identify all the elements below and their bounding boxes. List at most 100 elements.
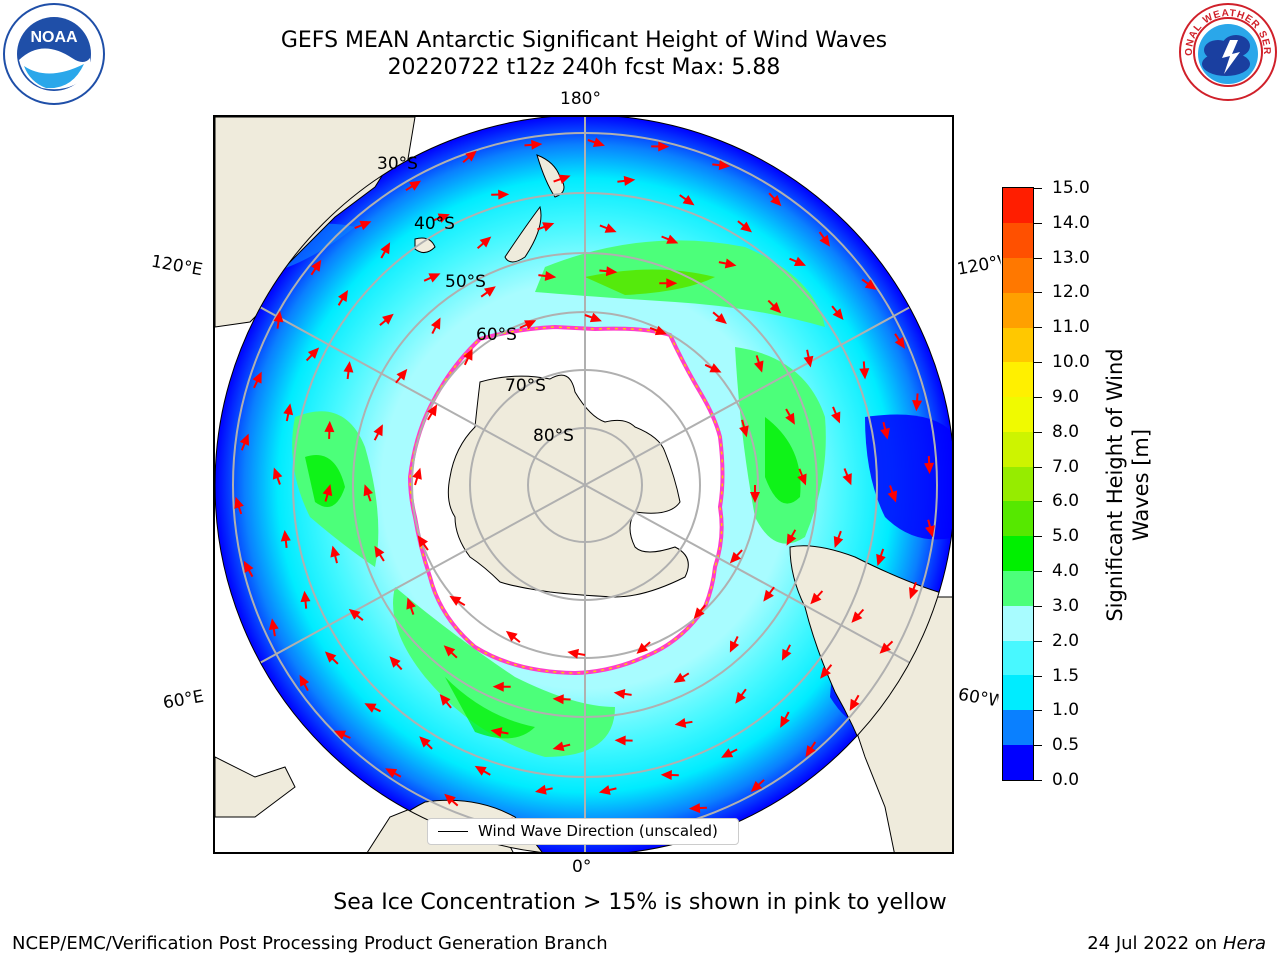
colorbar-band — [1003, 222, 1033, 259]
wave-arrow-head — [735, 691, 746, 704]
colorbar-band — [1003, 257, 1033, 293]
lon-label-top: 180° — [560, 89, 601, 109]
footer-date: 24 Jul 2022 on Hera — [1087, 933, 1266, 954]
wave-arrow-head — [492, 681, 504, 692]
wave-arrow-head — [406, 597, 416, 610]
wave-arrow-head — [851, 611, 863, 623]
wave-arrow-head — [505, 630, 518, 642]
wave-arrow-head — [389, 656, 401, 668]
lat-label-60s: 60°S — [476, 325, 517, 345]
colorbar-tick-label: 2.0 — [1052, 630, 1080, 651]
wave-arrow-head — [272, 467, 283, 480]
colorbar-band — [1003, 570, 1033, 606]
colorbar-tick-mark — [1034, 780, 1042, 781]
wave-arrow-head — [709, 363, 722, 373]
wave-arrow-head — [693, 607, 705, 619]
wave-arrow-head — [604, 223, 617, 233]
colorbar-band — [1003, 431, 1033, 467]
wave-arrow-head — [833, 536, 844, 548]
antarctica — [447, 374, 689, 598]
wave-arrow-head — [463, 348, 473, 361]
wave-arrow-head — [273, 310, 284, 323]
wave-arrow-head — [912, 400, 923, 412]
lon-label-bottom: 0° — [572, 857, 592, 877]
lat-label-80s: 80°S — [533, 426, 574, 446]
map-legend: Wind Wave Direction (unscaled) — [427, 818, 739, 845]
wave-arrow-head — [490, 727, 503, 738]
wave-arrow-head — [535, 784, 547, 795]
colorbar-tick-label: 11.0 — [1052, 317, 1090, 338]
wave-arrow-head — [252, 371, 262, 384]
wave-arrow-head — [894, 336, 905, 349]
wave-arrow-head — [718, 160, 731, 171]
wave-arrow-head — [484, 286, 496, 297]
wave-arrow-head — [343, 361, 354, 373]
wave-arrow-head — [682, 195, 695, 206]
legend-label: Wind Wave Direction (unscaled) — [478, 822, 718, 840]
wave-arrow-head — [849, 698, 860, 711]
colorbar-tick-mark — [1034, 396, 1042, 398]
nws-logo: NATIONAL WEATHER SERVICE — [1174, 0, 1278, 102]
wave-arrow-head — [419, 736, 431, 748]
wave-arrow-head — [465, 150, 477, 162]
wave-arrow-head — [444, 793, 456, 805]
colorbar-tick-label: 3.0 — [1052, 595, 1080, 616]
colorbar-tick-label: 0.0 — [1052, 770, 1080, 790]
colorbar-tick-mark — [1034, 362, 1042, 364]
wave-arrow-head — [299, 674, 310, 687]
wave-arrow-head — [380, 242, 391, 255]
wave-arrow-head — [805, 745, 816, 757]
lat-label-50s: 50°S — [445, 272, 486, 292]
wave-arrow-head — [307, 347, 320, 359]
wave-arrow-head — [239, 433, 249, 446]
colorbar — [1002, 187, 1034, 781]
colorbar-tick-label: 1.5 — [1052, 665, 1080, 686]
wave-arrow-head — [474, 765, 487, 776]
wave-arrow-head — [348, 608, 361, 620]
wave-arrow-head — [363, 484, 373, 497]
wave-arrow-head — [797, 473, 807, 486]
colorbar-band — [1003, 674, 1033, 711]
sea-ice-caption: Sea Ice Concentration > 15% is shown in … — [333, 890, 947, 915]
wave-arrow-head — [280, 530, 291, 542]
wave-arrow-head — [803, 355, 814, 368]
wave-arrow-head — [364, 703, 377, 713]
wave-arrow-head — [385, 768, 398, 778]
wave-arrow-head — [794, 256, 806, 266]
colorbar-tick-mark — [1034, 188, 1042, 189]
wave-arrow-head — [754, 360, 764, 373]
wave-arrow-head — [831, 411, 841, 424]
wave-arrow-head — [876, 553, 886, 566]
colorbar-band — [1003, 605, 1033, 641]
colorbar-band — [1003, 709, 1033, 745]
lat-label-70s: 70°S — [505, 376, 546, 396]
wave-arrow-head — [729, 640, 740, 653]
wave-arrow-head — [688, 803, 701, 814]
chart-title: GEFS MEAN Antarctic Significant Height o… — [280, 28, 888, 53]
wave-arrow-head — [786, 533, 797, 546]
wave-arrow-head — [636, 642, 649, 654]
wave-arrow-head — [666, 278, 678, 289]
colorbar-band — [1003, 396, 1033, 432]
wind-wave-arrows — [234, 137, 935, 837]
colorbar-band — [1003, 361, 1033, 398]
wave-arrow-head — [498, 189, 510, 200]
colorbar-title-line1: Significant Height of Wind — [1103, 348, 1127, 622]
colorbar-tick-mark — [1034, 292, 1042, 294]
colorbar-tick-mark — [1034, 571, 1042, 573]
wave-arrow-head — [729, 551, 741, 564]
colorbar-tick-label: 14.0 — [1052, 212, 1090, 233]
wave-arrow-head — [373, 424, 383, 437]
footer-date-text: 24 Jul 2022 on — [1087, 933, 1223, 954]
wave-arrow-head — [739, 425, 749, 438]
wave-arrow-head — [666, 234, 679, 244]
lat-label-30s: 30°S — [377, 154, 418, 174]
wave-arrow-head — [552, 694, 564, 705]
wave-arrow-head — [330, 545, 341, 558]
wave-arrow-head — [324, 420, 335, 433]
wave-arrow-head — [589, 312, 602, 323]
legend-line-swatch — [438, 831, 468, 832]
wave-arrow-head — [780, 715, 790, 728]
wave-arrow-head — [819, 234, 830, 247]
polar-map — [215, 117, 952, 852]
